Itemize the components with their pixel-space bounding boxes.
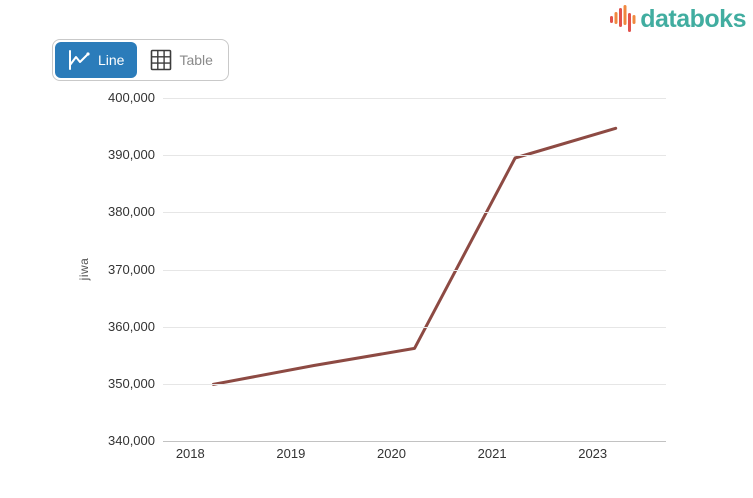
databoks-logo: databoks <box>610 5 746 33</box>
y-tick-label: 390,000 <box>108 147 155 163</box>
x-tick-label: 2020 <box>377 446 406 461</box>
gridline <box>163 98 666 99</box>
y-tick-label: 400,000 <box>108 90 155 105</box>
line-button-label: Line <box>98 52 125 68</box>
y-tick-label: 350,000 <box>108 375 155 391</box>
gridline <box>163 212 666 214</box>
gridline <box>163 326 666 328</box>
line-view-button[interactable]: Line <box>55 42 138 78</box>
x-tick-label: 2018 <box>175 446 205 461</box>
gridline <box>163 383 666 385</box>
x-tick-label: 2023 <box>578 446 608 461</box>
y-tick-label: 380,000 <box>108 204 155 220</box>
gridline <box>163 269 666 271</box>
table-icon <box>151 49 172 71</box>
data-line-series <box>211 126 618 386</box>
x-tick-label: 2021 <box>477 446 507 461</box>
chart-type-toggle: Line Table <box>52 39 229 81</box>
table-button-label: Table <box>179 52 213 68</box>
databoks-bars-icon <box>610 5 636 32</box>
x-tick-label: 2019 <box>276 446 306 461</box>
y-tick-label: 340,000 <box>108 433 155 448</box>
gridline <box>163 155 666 157</box>
y-tick-label: 360,000 <box>108 318 155 334</box>
plot-area <box>211 126 618 386</box>
logo-text: databoks <box>640 4 746 33</box>
x-axis-line <box>163 441 666 442</box>
table-view-button[interactable]: Table <box>137 42 225 78</box>
line-chart-icon <box>69 50 90 70</box>
y-tick-label: 370,000 <box>108 261 155 277</box>
